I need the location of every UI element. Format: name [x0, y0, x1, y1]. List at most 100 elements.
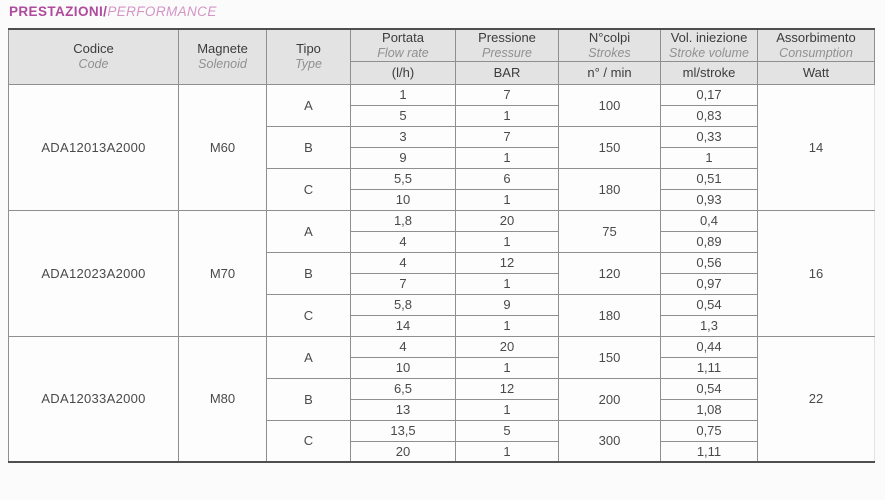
pressure-cell: 6 [455, 167, 559, 190]
magnet-cell: M60 [178, 83, 267, 211]
table-row: B 4 12 120 0,56 [9, 251, 875, 295]
pressure-cell: 1 [455, 314, 559, 337]
flow-rate-cell: 13 [350, 398, 456, 421]
header-colpi-sublabel: Strokes [588, 45, 631, 60]
strokes-cell: 150 [558, 125, 661, 169]
stroke-volume-cell: 0,97 [660, 272, 758, 295]
consumption-cell: 16 [757, 209, 875, 337]
flow-rate-cell: 1,8 [350, 209, 456, 232]
pressure-cell: 12 [455, 251, 559, 274]
header-iniezione: Vol. iniezione Stroke volume [660, 28, 758, 62]
flow-rate-cell: 10 [350, 188, 456, 211]
table-row: B 6,5 12 200 0,54 [9, 377, 875, 421]
stroke-volume-cell: 0,54 [660, 293, 758, 316]
pressure-cell: 12 [455, 377, 559, 400]
stroke-volume-cell: 1,3 [660, 314, 758, 337]
header-codice-sublabel: Code [78, 57, 109, 72]
header-row-units: (l/h) BAR n° / min ml/stroke Watt [9, 60, 875, 85]
table-row: C 13,5 5 300 0,75 [9, 419, 875, 463]
table-header: Codice Code Magnete Solenoid Tipo Type P… [8, 28, 875, 85]
flow-rate-cell: 6,5 [350, 377, 456, 400]
performance-table: Codice Code Magnete Solenoid Tipo Type P… [8, 28, 875, 463]
stroke-volume-cell: 0,93 [660, 188, 758, 211]
header-codice-label: Codice [73, 41, 114, 57]
page-title-english: PERFORMANCE [107, 4, 217, 19]
pressure-cell: 9 [455, 293, 559, 316]
magnet-cell: M80 [178, 335, 267, 463]
strokes-cell: 75 [558, 209, 661, 253]
header-assorbimento-sublabel: Consumption [779, 45, 853, 60]
table-row: ADA12023A2000 M70 A 1,8 20 75 0,4 16 [8, 209, 875, 337]
stroke-volume-cell: 1,11 [660, 356, 758, 379]
unit-assorbimento: Watt [757, 60, 875, 85]
flow-rate-cell: 5 [350, 104, 456, 127]
table-row: 13 1 1,08 [9, 398, 875, 421]
stroke-volume-cell: 0,4 [660, 209, 758, 232]
stroke-volume-cell: 1,11 [660, 440, 758, 463]
unit-portata: (l/h) [350, 60, 456, 85]
flow-rate-cell: 5,8 [350, 293, 456, 316]
strokes-cell: 180 [558, 293, 661, 337]
flow-rate-cell: 3 [350, 125, 456, 148]
strokes-cell: 150 [558, 335, 661, 379]
header-pressione: Pressione Pressure [455, 28, 559, 62]
header-iniezione-label: Vol. iniezione [670, 29, 748, 45]
flow-rate-cell: 1 [350, 83, 456, 106]
type-cell: A [266, 335, 351, 379]
page-title-italian: PRESTAZIONI/ [9, 4, 108, 19]
pressure-cell: 1 [455, 272, 559, 295]
pressure-cell: 1 [455, 440, 559, 463]
header-assorbimento-label: Assorbimento [776, 29, 856, 45]
pressure-cell: 20 [455, 209, 559, 232]
unit-colpi: n° / min [558, 60, 661, 85]
stroke-volume-cell: 0,44 [660, 335, 758, 358]
code-cell: ADA12023A2000 [8, 209, 179, 337]
header-portata: Portata Flow rate [350, 28, 456, 62]
strokes-cell: 100 [558, 83, 661, 127]
magnet-cell: M70 [178, 209, 267, 337]
flow-rate-cell: 10 [350, 356, 456, 379]
table-row: 10 1 0,93 [9, 188, 875, 211]
type-cell: B [266, 377, 351, 421]
table-row: B 3 7 150 0,33 [9, 125, 875, 169]
stroke-volume-cell: 0,83 [660, 104, 758, 127]
header-iniezione-sublabel: Stroke volume [669, 45, 749, 60]
strokes-cell: 120 [558, 251, 661, 295]
header-tipo-sublabel: Type [295, 57, 322, 72]
flow-rate-cell: 7 [350, 272, 456, 295]
flow-rate-cell: 9 [350, 146, 456, 169]
type-cell: C [266, 167, 351, 211]
stroke-volume-cell: 0,89 [660, 230, 758, 253]
header-portata-sublabel: Flow rate [377, 45, 429, 60]
header-colpi-label: N°colpi [588, 29, 631, 45]
pressure-cell: 20 [455, 335, 559, 358]
table-row: C 5,8 9 180 0,54 [9, 293, 875, 337]
table-row: 7 1 0,97 [9, 272, 875, 295]
header-colpi: N°colpi Strokes [558, 28, 661, 62]
strokes-cell: 180 [558, 167, 661, 211]
stroke-volume-cell: 0,75 [660, 419, 758, 442]
consumption-cell: 22 [757, 335, 875, 463]
table-row: ADA12013A2000 M60 A 1 7 100 0,17 14 [8, 83, 875, 211]
table-row: 20 1 1,11 [9, 440, 875, 463]
pressure-cell: 1 [455, 104, 559, 127]
pressure-cell: 7 [455, 83, 559, 106]
header-assorbimento: Assorbimento Consumption [757, 28, 875, 62]
type-cell: C [266, 293, 351, 337]
code-cell: ADA12033A2000 [8, 335, 179, 463]
flow-rate-cell: 20 [350, 440, 456, 463]
header-row-names: Codice Code Magnete Solenoid Tipo Type P… [8, 28, 875, 85]
stroke-volume-cell: 0,54 [660, 377, 758, 400]
type-cell: C [266, 419, 351, 463]
stroke-volume-cell: 1,08 [660, 398, 758, 421]
stroke-volume-cell: 0,17 [660, 83, 758, 106]
header-portata-label: Portata [382, 29, 424, 45]
flow-rate-cell: 13,5 [350, 419, 456, 442]
code-cell: ADA12013A2000 [8, 83, 179, 211]
header-tipo-label: Tipo [296, 41, 321, 57]
header-codice: Codice Code [8, 28, 179, 85]
consumption-cell: 14 [757, 83, 875, 211]
flow-rate-cell: 4 [350, 230, 456, 253]
